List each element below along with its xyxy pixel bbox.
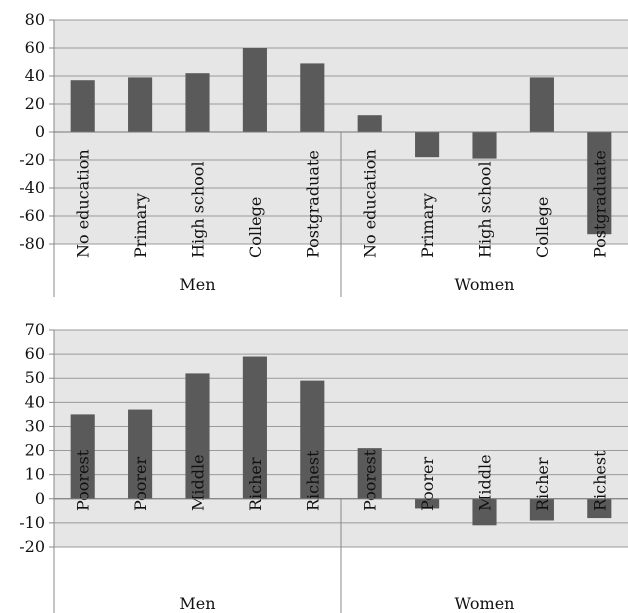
top-chart: 80 60 40 20 0 -20 -40 -60 -80 No education Primary… (19, 10, 628, 297)
bar (472, 132, 497, 159)
category-label: High school (476, 161, 495, 258)
category-label: Poorer (131, 457, 150, 512)
bar (70, 414, 95, 499)
y-tick-label: 20 (25, 94, 45, 113)
group-label: Men (179, 594, 215, 613)
bar (415, 132, 440, 158)
y-tick-label: -20 (19, 150, 45, 169)
y-tick-label: 60 (25, 344, 45, 363)
bar (185, 373, 210, 499)
bar (357, 115, 382, 132)
bar (415, 498, 440, 509)
category-label: Richest (303, 450, 322, 511)
y-tick-label: 40 (25, 66, 45, 85)
category-label: Poorest (74, 449, 93, 511)
bar (529, 77, 554, 132)
category-label: Postgraduate (303, 150, 322, 258)
bar (587, 132, 612, 235)
y-tick-label: -40 (19, 178, 45, 197)
category-label: Poorest (361, 449, 380, 511)
y-tick-label: -10 (19, 513, 45, 532)
group-label: Women (455, 594, 515, 613)
bar (128, 77, 153, 132)
y-tick-label: 30 (25, 416, 45, 435)
bar (300, 380, 325, 499)
bar (472, 498, 497, 526)
category-label: Middle (189, 454, 208, 511)
y-tick-label: 40 (25, 392, 45, 411)
y-tick-label: 50 (25, 368, 45, 387)
y-tick-label: -20 (19, 537, 45, 556)
y-tick-label: 10 (25, 465, 45, 484)
bar (185, 73, 210, 132)
category-label: Primary (418, 193, 437, 258)
y-tick-label: -60 (19, 206, 45, 225)
category-label: High school (189, 161, 208, 258)
category-label: Poorer (418, 457, 437, 512)
group-label: Women (455, 275, 515, 294)
bar (242, 356, 267, 499)
category-label: No education (74, 149, 93, 258)
bar (242, 48, 267, 132)
category-label: Postgraduate (590, 150, 609, 258)
category-label: No education (361, 149, 380, 258)
y-tick-label: 80 (25, 10, 45, 29)
group-label: Men (179, 275, 215, 294)
y-tick-label: 60 (25, 38, 45, 57)
bar (587, 498, 612, 519)
y-tick-label: -80 (19, 234, 45, 253)
y-tick-label: 0 (35, 122, 45, 141)
category-label: College (533, 197, 552, 258)
y-tick-label: 20 (25, 441, 45, 460)
bar (529, 498, 554, 521)
bar (128, 409, 153, 499)
y-tick-label: 0 (35, 489, 45, 508)
category-label: Middle (476, 454, 495, 511)
category-label: Richer (533, 457, 552, 511)
y-tick-label: 70 (25, 320, 45, 339)
category-label: College (246, 197, 265, 258)
category-label: Richer (246, 457, 265, 511)
bar (357, 448, 382, 499)
category-label: Primary (131, 193, 150, 258)
bar (70, 80, 95, 132)
bottom-chart: 70 60 50 40 30 20 10 0 -10 -20 Poorest Poorer Middle… (19, 320, 628, 613)
bar (300, 63, 325, 132)
category-label: Richest (590, 450, 609, 511)
